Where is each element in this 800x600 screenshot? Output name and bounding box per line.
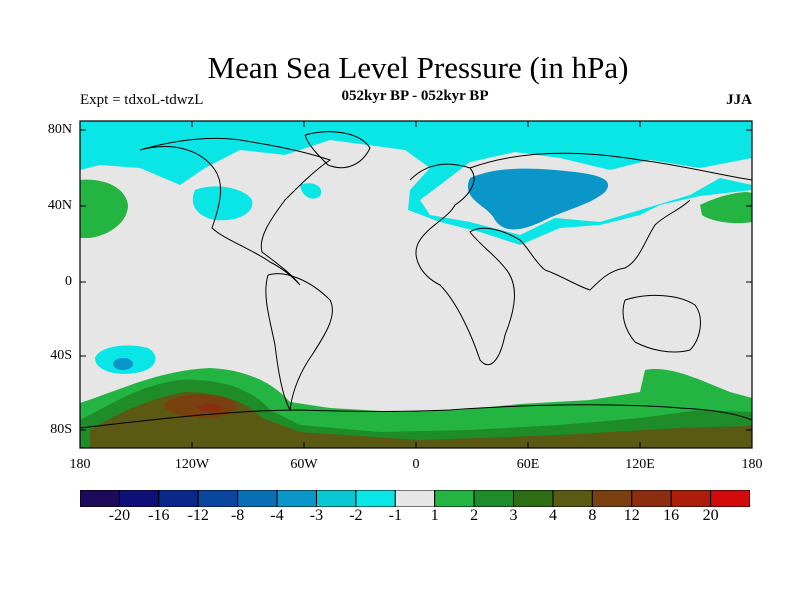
north-america-coast <box>139 137 332 286</box>
colorbar-swatch <box>710 490 750 507</box>
colorbar-label: 8 <box>588 507 597 524</box>
north-pacific-negative-region <box>192 186 253 221</box>
lon-label-180e: 180 <box>741 457 763 472</box>
colorbar-label: 4 <box>548 507 557 524</box>
north-atlantic-negative-region <box>300 183 322 199</box>
coastlines <box>79 131 753 429</box>
colorbar-swatch <box>591 490 633 507</box>
colorbar-label: -20 <box>108 507 131 524</box>
colorbar-swatch <box>276 490 317 507</box>
europe-africa-coast <box>409 163 546 366</box>
south-pacific-negative-core <box>113 358 133 370</box>
asia-coast <box>469 152 753 291</box>
colorbar-swatch <box>355 490 396 507</box>
lon-label-180w: 180 <box>69 457 91 472</box>
colorbar-swatch <box>158 490 199 507</box>
arctic-negative-region <box>80 121 752 245</box>
colorbar-label: 3 <box>509 507 518 524</box>
lat-label-40n: 40N <box>47 198 72 213</box>
colorbar-swatch <box>80 490 120 507</box>
colorbar-swatch <box>394 490 436 507</box>
north-pacific-positive-east <box>700 192 752 224</box>
colorbar-swatch <box>631 490 672 507</box>
colorbar-label: -8 <box>230 507 245 524</box>
south-america-coast <box>265 273 333 412</box>
lon-label-60w: 60W <box>290 457 318 472</box>
colorbar-label: -16 <box>148 507 170 524</box>
colorbar-label: -3 <box>309 507 324 524</box>
colorbar <box>80 490 750 507</box>
amundsen-peak-core <box>198 404 222 412</box>
colorbar-swatch <box>670 490 712 507</box>
eurasia-strong-negative-region <box>467 168 609 230</box>
colorbar-swatch <box>118 490 160 507</box>
lon-label-0: 0 <box>412 457 420 472</box>
colorbar-swatch <box>552 490 593 507</box>
lat-label-40s: 40S <box>50 348 72 363</box>
north-pacific-positive-west <box>80 179 128 238</box>
colorbar-swatch <box>513 490 554 507</box>
colorbar-label: -2 <box>349 507 363 524</box>
australia-coast <box>622 295 701 353</box>
period-label: 052kyr BP - 052kyr BP <box>341 88 489 104</box>
lat-label-80n: 80N <box>47 122 72 137</box>
colorbar-swatch <box>473 490 515 507</box>
plot-title: Mean Sea Level Pressure (in hPa) <box>207 50 629 85</box>
lon-label-120e: 120E <box>625 457 655 472</box>
lat-label-0: 0 <box>65 274 72 289</box>
colorbar-label: 16 <box>663 507 680 524</box>
lat-label-80s: 80S <box>50 422 72 437</box>
colorbar-label: -1 <box>388 507 402 524</box>
colorbar-swatch <box>237 490 278 507</box>
axis-ticks <box>80 121 752 448</box>
colorbar-swatch <box>315 490 357 507</box>
greenland-coast <box>304 131 371 169</box>
lon-label-120w: 120W <box>174 457 210 472</box>
colorbar-label: -12 <box>187 507 209 524</box>
lon-label-60e: 60E <box>516 457 540 472</box>
season-label: JJA <box>726 92 752 108</box>
colorbar-label: 1 <box>430 507 439 524</box>
colorbar-swatch <box>434 490 475 507</box>
southern-ocean-positive-3 <box>90 392 752 448</box>
experiment-label: Expt = tdxoL-tdwzL <box>80 92 204 108</box>
colorbar-label: 20 <box>702 507 719 524</box>
colorbar-label: 2 <box>470 507 479 524</box>
colorbar-swatch <box>197 490 239 507</box>
colorbar-label: 12 <box>623 507 640 524</box>
colorbar-label: -4 <box>270 507 284 524</box>
antarctica-coast <box>79 404 753 429</box>
